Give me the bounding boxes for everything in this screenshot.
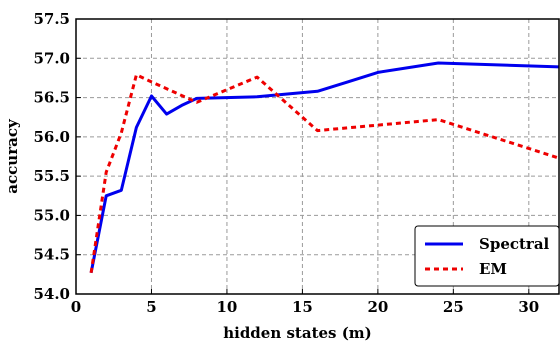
x-tick-label: 25 [443,298,464,316]
x-tick-label: 5 [146,298,156,316]
series-line-spectral [89,61,559,274]
x-axis-ticks: 0 5 10 15 20 25 30 [71,289,539,316]
legend: Spectral EM [414,225,560,287]
grid [76,19,559,294]
y-tick-label: 54.0 [33,285,70,303]
y-tick-label: 55.5 [33,167,70,185]
legend-label: Spectral [479,235,550,253]
legend-box [414,225,560,287]
legend-label: EM [479,260,507,278]
y-tick-label: 55.0 [33,206,70,224]
x-axis-label: hidden states (m) [223,324,372,342]
x-tick-label: 10 [217,298,238,316]
y-axis-ticks: 54.0 54.5 55.0 55.5 56.0 56.5 57.0 57.5 [33,10,81,303]
x-tick-label: 15 [292,298,313,316]
x-tick-label: 30 [518,298,539,316]
y-axis-label: accuracy [3,118,21,194]
x-tick-label: 0 [71,298,81,316]
y-tick-label: 56.5 [33,89,70,107]
series-line-em [89,73,559,274]
plot-frame [75,18,560,295]
y-tick-label: 56.0 [33,128,70,146]
series-layer [89,61,559,274]
x-tick-label: 20 [367,298,388,316]
y-tick-label: 57.5 [33,10,70,28]
y-tick-label: 57.0 [33,49,70,67]
y-tick-label: 54.5 [33,246,70,264]
